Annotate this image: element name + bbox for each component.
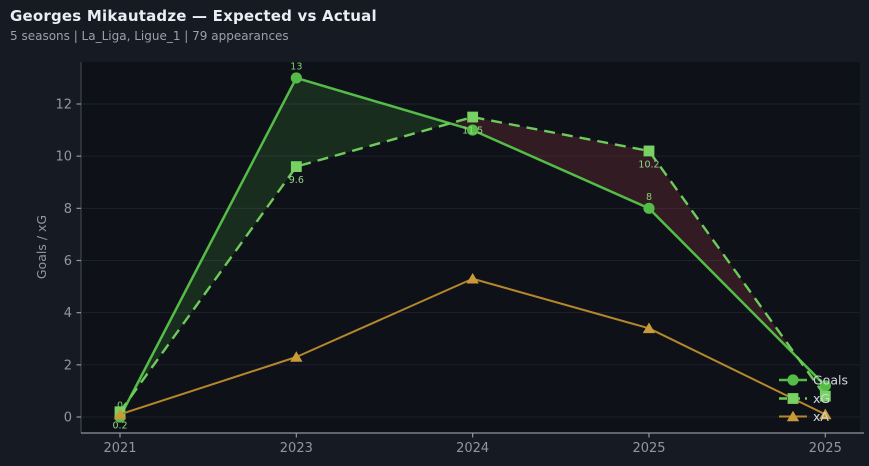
legend-label-xg: xG — [813, 391, 830, 406]
goals-marker — [467, 124, 479, 136]
xg-point-label: 11.5 — [462, 126, 483, 137]
y-tick-label: 10 — [55, 150, 72, 165]
xa-marker — [819, 408, 832, 420]
y-tick-label: 12 — [55, 98, 72, 113]
x-tick-label: 2023 — [280, 441, 313, 456]
y-tick-label: 8 — [64, 202, 72, 217]
legend-marker-xa — [786, 410, 800, 422]
xa-marker — [113, 408, 127, 420]
fill-goals-above-xg — [296, 77, 451, 167]
x-tick-label: 2025 — [809, 441, 842, 456]
y-tick-label: 2 — [64, 358, 72, 373]
xg-line — [119, 115, 827, 413]
x-tick-label: 2025 — [632, 441, 665, 456]
goals-marker — [819, 380, 831, 392]
xa-marker — [642, 322, 656, 334]
xg-marker — [290, 161, 302, 173]
goals-marker — [290, 72, 302, 84]
xg-point-label: 9.6 — [289, 175, 304, 186]
page-subtitle: 5 seasons | La_Liga, Ligue_1 | 79 appear… — [10, 29, 289, 43]
goals-marker — [643, 202, 655, 214]
legend-label-goals: Goals — [813, 373, 848, 388]
y-axis-title: Goals / xG — [34, 215, 49, 279]
page-title: Georges Mikautadze — Expected vs Actual — [10, 7, 377, 25]
fill-xg-above-goals — [450, 117, 473, 131]
y-tick-label: 0 — [64, 411, 72, 426]
y-tick-label: 4 — [64, 306, 72, 321]
xg-marker — [467, 111, 479, 123]
xg-point-label: 0.2 — [112, 420, 127, 431]
x-tick-label: 2021 — [103, 441, 136, 456]
xg-marker — [643, 145, 655, 157]
x-tick-label: 2024 — [456, 441, 489, 456]
legend-marker-xg — [787, 393, 799, 404]
legend-marker-goals — [787, 374, 799, 386]
plot-background — [81, 62, 860, 433]
fill-xg-above-goals — [472, 117, 649, 209]
goals-point-label: 13 — [290, 61, 302, 72]
legend-label-xa: xA — [813, 409, 829, 424]
xg-marker — [819, 390, 831, 402]
xa-marker — [466, 272, 479, 284]
goals-point-label: 0 — [117, 401, 123, 412]
xa-marker — [290, 351, 303, 362]
chart-header: Georges Mikautadze — Expected vs Actual … — [10, 7, 377, 43]
goals-point-label: 8 — [646, 192, 652, 203]
y-tick-label: 6 — [64, 254, 72, 269]
xg-point-label: 10.2 — [638, 159, 659, 170]
